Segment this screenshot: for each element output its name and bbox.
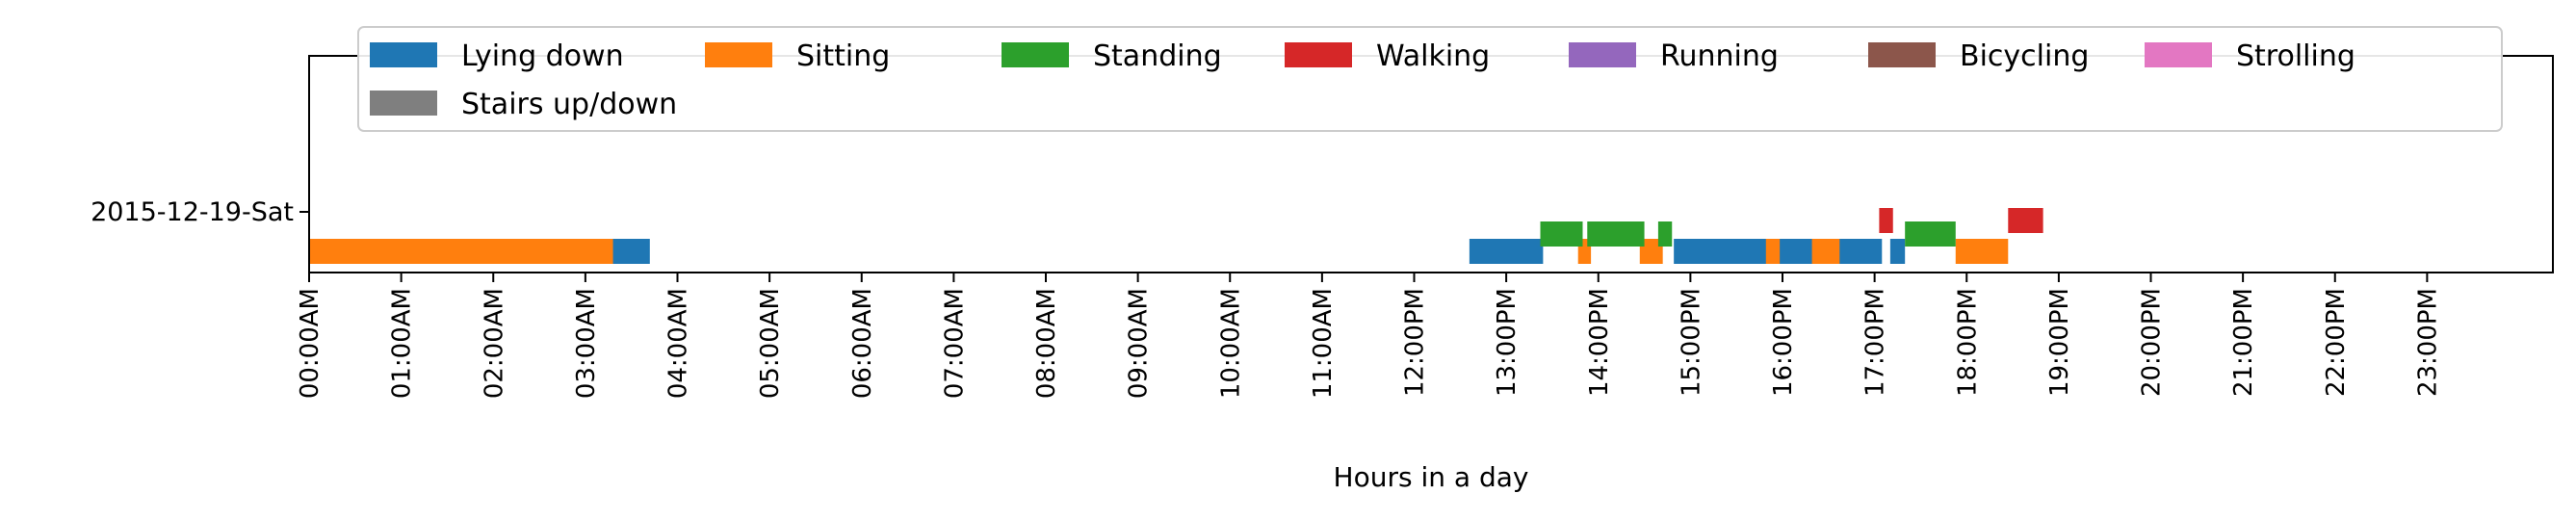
- y-axis-ticks: 2015-12-19-Sat: [91, 197, 309, 227]
- x-tick-label: 20:00PM: [2138, 288, 2167, 397]
- bar-lying-down-0: [610, 239, 650, 264]
- x-tick-label: 12:00PM: [1401, 288, 1430, 397]
- x-tick-label: 13:00PM: [1493, 288, 1522, 397]
- bar-standing-2: [1657, 221, 1673, 247]
- x-tick-label: 08:00AM: [1032, 288, 1061, 399]
- bar-standing-0: [1540, 221, 1583, 247]
- x-tick-label: 23:00PM: [2413, 288, 2442, 397]
- x-tick-label: 15:00PM: [1677, 288, 1705, 397]
- bar-sitting-0: [309, 239, 613, 264]
- legend-label: Standing: [1093, 39, 1222, 73]
- bar-lying-down-5: [1889, 239, 1906, 264]
- bar-lying-down-4: [1837, 239, 1883, 264]
- legend: Lying down Sitting Standing Walking Running B…: [357, 26, 2503, 132]
- x-tick-label: 04:00AM: [664, 288, 693, 399]
- x-axis-ticks: 00:00AM 01:00AM 02:00AM 03:00AM 04:00AM 05:00…: [296, 273, 2442, 399]
- bar-lying-down-2: [1674, 239, 1769, 264]
- x-tick-label: 17:00PM: [1861, 288, 1890, 397]
- x-tick-label: 19:00PM: [2045, 288, 2074, 397]
- x-tick-label: 07:00AM: [940, 288, 969, 399]
- x-tick-label: 06:00AM: [848, 288, 877, 399]
- bar-sitting-5: [1955, 239, 2009, 264]
- bar-sitting-4: [1811, 239, 1840, 264]
- x-tick-label: 22:00PM: [2322, 288, 2351, 397]
- x-tick-label: 09:00AM: [1125, 288, 1154, 399]
- legend-swatch: [370, 91, 437, 116]
- bar-sitting-3: [1765, 239, 1781, 264]
- legend-label: Stairs up/down: [461, 88, 677, 121]
- legend-label: Walking: [1376, 39, 1490, 73]
- bar-standing-1: [1587, 221, 1645, 247]
- x-tick-label: 21:00PM: [2229, 288, 2258, 397]
- legend-label: Bicycling: [1960, 39, 2089, 73]
- x-tick-label: 16:00PM: [1769, 288, 1798, 397]
- legend-swatch: [2145, 42, 2212, 67]
- legend-swatch: [370, 42, 437, 67]
- legend-label: Strolling: [2236, 39, 2355, 73]
- activity-bars: [309, 208, 2043, 264]
- x-tick-label: 05:00AM: [756, 288, 785, 399]
- legend-swatch: [1868, 42, 1936, 67]
- legend-frame: [357, 26, 2503, 132]
- legend-label: Lying down: [461, 39, 624, 73]
- legend-swatch: [1285, 42, 1352, 67]
- bar-sitting-2: [1639, 239, 1663, 264]
- legend-swatch: [1002, 42, 1069, 67]
- y-tick-label: 2015-12-19-Sat: [91, 197, 294, 227]
- legend-label: Sitting: [796, 39, 890, 73]
- x-tick-label: 10:00AM: [1216, 288, 1245, 399]
- x-tick-label: 02:00AM: [480, 288, 508, 399]
- x-tick-label: 03:00AM: [572, 288, 601, 399]
- bar-standing-3: [1905, 221, 1956, 247]
- bar-walking-0: [1879, 208, 1893, 233]
- legend-swatch: [1569, 42, 1636, 67]
- legend-label: Running: [1660, 39, 1779, 73]
- bar-lying-down-1: [1469, 239, 1544, 264]
- x-axis-label: Hours in a day: [1334, 461, 1529, 493]
- bar-walking-1: [2008, 208, 2043, 233]
- legend-swatch: [705, 42, 772, 67]
- x-tick-label: 18:00PM: [1953, 288, 1982, 397]
- x-tick-label: 00:00AM: [296, 288, 325, 399]
- x-tick-label: 01:00AM: [388, 288, 417, 399]
- bar-lying-down-3: [1776, 239, 1815, 264]
- x-tick-label: 14:00PM: [1585, 288, 1614, 397]
- x-tick-label: 11:00AM: [1309, 288, 1338, 399]
